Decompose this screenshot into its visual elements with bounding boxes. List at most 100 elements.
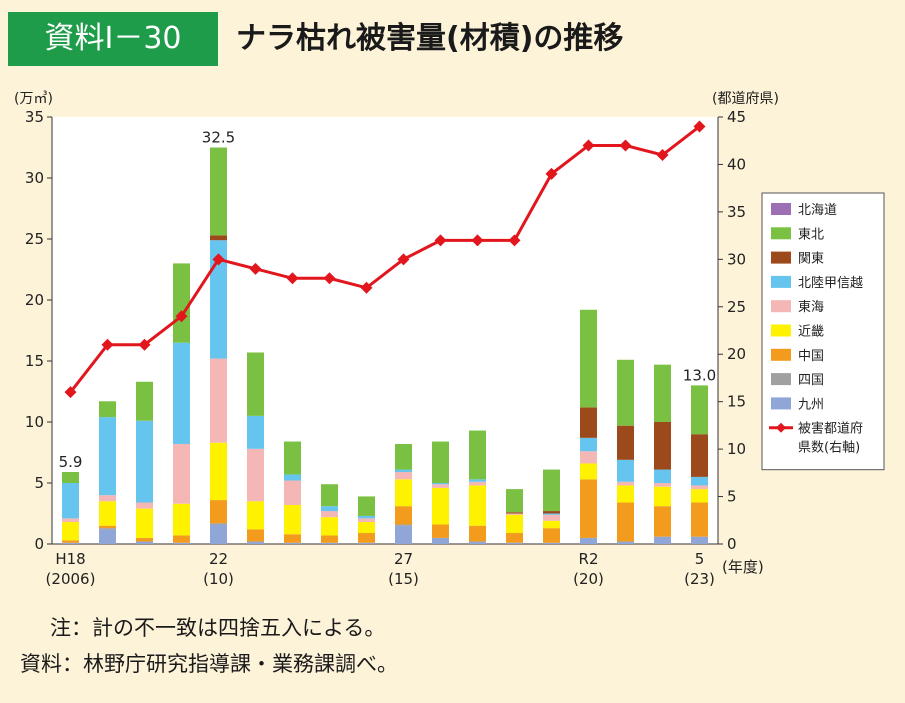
- bar-segment: [469, 525, 486, 542]
- bar-segment: [691, 434, 708, 477]
- bar-segment: [543, 511, 560, 514]
- y-right-unit: (都道府県): [712, 91, 779, 107]
- bar-segment: [654, 364, 671, 422]
- bar-segment: [543, 513, 560, 515]
- legend-swatch: [771, 373, 791, 386]
- y-right-tick-label: 15: [727, 393, 746, 411]
- bar-segment: [543, 469, 560, 512]
- bar-segment: [247, 448, 264, 502]
- bar-segment: [210, 523, 227, 525]
- legend-swatch: [771, 397, 791, 410]
- prefecture-count-marker: [693, 120, 706, 133]
- bar-segment: [691, 485, 708, 490]
- footnote: 注：計の不一致は四捨五入による。: [50, 616, 386, 640]
- prefecture-count-marker: [656, 148, 669, 161]
- prefecture-count-marker: [286, 272, 299, 285]
- bar-segment: [62, 518, 79, 523]
- bar-segment: [506, 533, 523, 543]
- y-left-tick-label: 5: [34, 474, 44, 492]
- bar-segment: [543, 514, 560, 521]
- y-right-tick-label: 10: [727, 440, 746, 458]
- bar-segment: [654, 422, 671, 470]
- bar-segment: [358, 515, 375, 519]
- bar-segment: [691, 536, 708, 544]
- prefecture-count-marker: [212, 253, 225, 266]
- bar-segment: [432, 524, 449, 538]
- y-right-tick-label: 30: [727, 250, 746, 268]
- bar-segment: [395, 524, 412, 526]
- legend-line-marker: [776, 422, 786, 433]
- bar-segment: [99, 401, 116, 418]
- y-right-tick-label: 45: [727, 108, 746, 126]
- chart-title: ナラ枯れ被害量(材積)の推移: [236, 21, 624, 56]
- bar-segment: [99, 417, 116, 496]
- bar-segment: [62, 522, 79, 541]
- prefecture-count-marker: [508, 234, 521, 247]
- prefecture-count-line: [69, 125, 701, 394]
- bar-segment: [173, 503, 190, 536]
- bar-segment: [506, 542, 523, 544]
- bar-segment: [432, 537, 449, 544]
- y-left-tick-label: 0: [34, 535, 44, 553]
- prefecture-count-marker: [360, 281, 373, 294]
- legend-label: 東北: [798, 226, 824, 242]
- prefecture-count-marker: [582, 139, 595, 152]
- legend-label: 四国: [798, 373, 824, 388]
- bar-segment: [210, 235, 227, 241]
- legend-swatch: [771, 227, 791, 240]
- prefecture-count-marker: [323, 272, 336, 285]
- bar-segment: [395, 472, 412, 480]
- x-tick-label: 5: [695, 550, 705, 568]
- legend-swatch: [771, 324, 791, 337]
- bar-segment: [321, 542, 338, 544]
- bar-segment: [506, 513, 523, 515]
- legend-swatch: [771, 300, 791, 313]
- bar-segment: [62, 540, 79, 543]
- bar-segment: [580, 309, 597, 408]
- bar-segment: [617, 459, 634, 482]
- bar-segment: [395, 525, 412, 544]
- bar-total-label: 13.0: [683, 366, 716, 384]
- y-left-tick-label: 35: [25, 108, 44, 126]
- bar-segment: [506, 514, 523, 534]
- bar-segment: [469, 479, 486, 482]
- x-tick-label: 27: [394, 550, 413, 568]
- legend-label: 北海道: [798, 203, 837, 218]
- legend-label: 北陸甲信越: [798, 275, 863, 291]
- bar-segment: [284, 534, 301, 543]
- x-tick-sublabel: (23): [684, 570, 715, 588]
- legend-label: 被害都道府: [798, 421, 863, 437]
- legend-label: 東海: [798, 299, 824, 315]
- bar-segment: [284, 441, 301, 475]
- bar-segment: [173, 263, 190, 343]
- bar-segment: [321, 517, 338, 536]
- legend-swatch: [771, 348, 791, 361]
- y-left-unit: (万㎥): [14, 91, 53, 107]
- x-tick-sublabel: (10): [203, 570, 234, 588]
- bar-segment: [617, 502, 634, 542]
- x-unit: (年度): [722, 558, 764, 576]
- bar-segment: [358, 518, 375, 523]
- prefecture-count-marker: [397, 253, 410, 266]
- x-tick-sublabel: (2006): [46, 570, 96, 588]
- bar-segment: [580, 437, 597, 452]
- x-tick-label: 22: [209, 550, 228, 568]
- bar-segment: [617, 481, 634, 486]
- bar-segment: [173, 535, 190, 543]
- bar-segment: [136, 502, 153, 509]
- bar-segment: [247, 501, 264, 530]
- bar-segment: [99, 528, 116, 530]
- bar-segment: [395, 469, 412, 473]
- y-right-tick-label: 40: [727, 155, 746, 173]
- bar-segment: [321, 511, 338, 518]
- bar-segment: [284, 542, 301, 544]
- bar-segment: [321, 484, 338, 507]
- y-left-tick-label: 20: [25, 291, 44, 309]
- legend-label: 関東: [798, 251, 824, 267]
- bar-segment: [247, 541, 264, 544]
- figure-number-badge: 資料Ⅰ－30: [8, 12, 218, 66]
- bar-segment: [469, 541, 486, 544]
- bar-segment: [432, 441, 449, 483]
- bar-segment: [395, 506, 412, 525]
- prefecture-count-marker: [619, 139, 632, 152]
